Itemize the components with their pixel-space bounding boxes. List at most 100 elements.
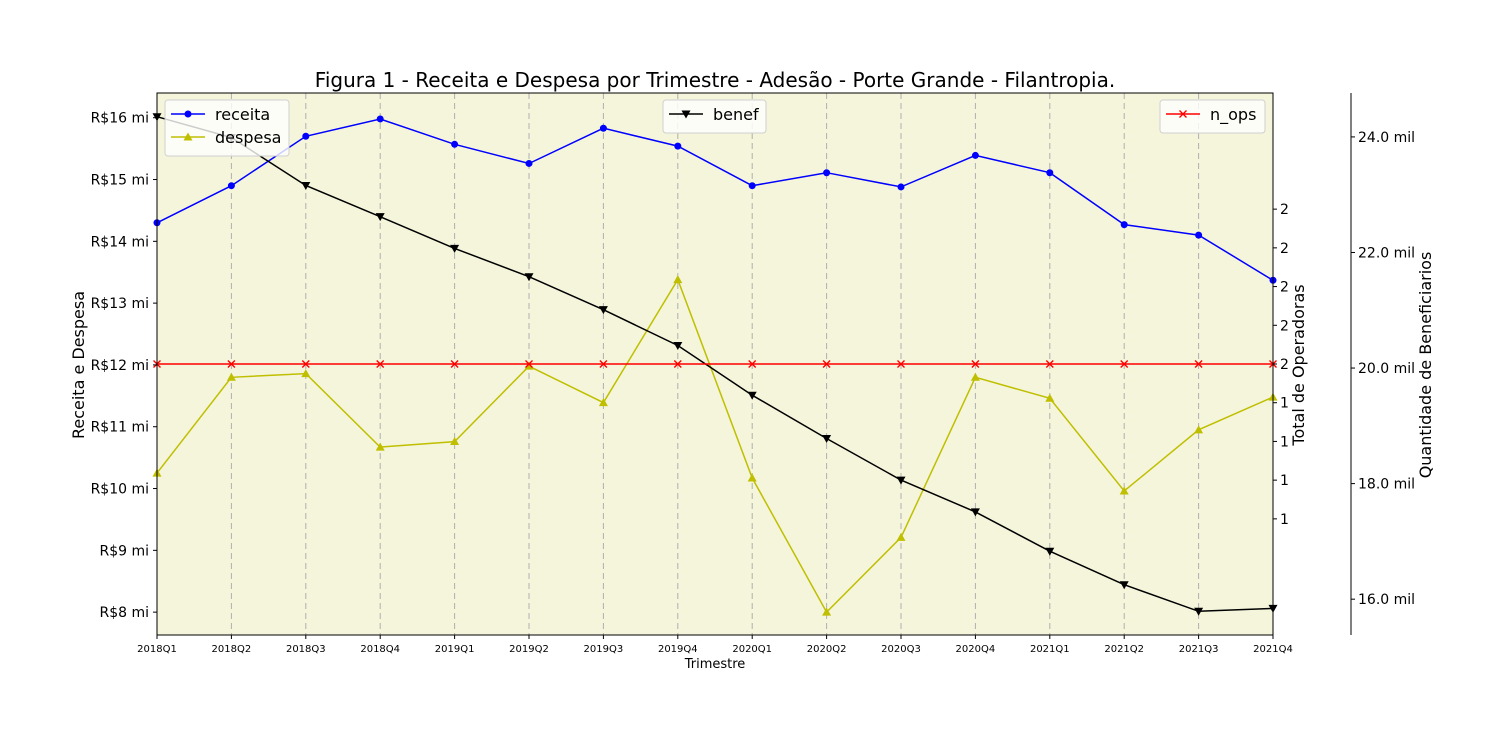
series-despesa (152, 275, 1278, 616)
x-tick-label: 2021Q3 (1179, 644, 1219, 655)
x-tick-label: 2018Q3 (286, 644, 326, 655)
x-tick-label: 2020Q4 (956, 644, 996, 655)
data-point-benef (1045, 547, 1055, 556)
ticks-layer: 2018Q1 2018Q2 2018Q3 2018Q4 2019Q1 2019Q2 2019… (91, 111, 1415, 655)
data-point-despesa (450, 437, 460, 446)
data-point-receita (897, 183, 905, 191)
right2-tick-label: 16.0 mil (1358, 592, 1415, 608)
series-line-despesa (156, 277, 1274, 614)
x-tick-label: 2018Q1 (137, 644, 177, 655)
x-tick-label: 2018Q2 (212, 644, 252, 655)
data-point-despesa (747, 473, 757, 482)
left-tick-label: R$9 mi (99, 543, 149, 559)
x-tick-label: 2021Q4 (1253, 644, 1293, 655)
data-point-despesa (524, 361, 534, 370)
x-tick-label: 2019Q3 (584, 644, 624, 655)
series-line-benef (156, 115, 1274, 613)
data-point-benef (1194, 607, 1204, 616)
x-tick-label: 2020Q3 (881, 644, 921, 655)
data-point-receita (971, 151, 979, 159)
data-point-receita (1195, 231, 1203, 239)
x-tick-label: 2019Q4 (658, 644, 698, 655)
data-point-despesa (226, 372, 236, 381)
legend-top-right: n_ops (1159, 99, 1266, 134)
series-receita (153, 115, 1277, 284)
left-tick-label: R$15 mi (91, 173, 149, 189)
legend-top-center: benef (662, 99, 767, 134)
data-point-n_ops (525, 360, 533, 368)
data-point-n_ops (748, 360, 757, 368)
data-point-despesa (896, 532, 906, 541)
legend-entry-n_ops: n_ops (1166, 105, 1256, 125)
data-point-benef (301, 181, 311, 190)
data-point-n_ops (1045, 360, 1054, 368)
data-point-receita (525, 159, 533, 167)
data-point-receita (748, 182, 756, 190)
data-point-benef (970, 508, 980, 517)
left-tick-label: R$14 mi (91, 234, 149, 250)
x-tick-label: 2021Q2 (1104, 644, 1144, 655)
x-tick-label: 2018Q4 (360, 644, 400, 655)
data-point-receita (1046, 169, 1054, 177)
left-axis-label: Receita e Despesa (69, 291, 88, 439)
data-point-benef (673, 342, 683, 351)
data-point-despesa (301, 369, 311, 378)
legend-top-left: receita despesa (164, 99, 290, 157)
data-point-n_ops (822, 360, 831, 368)
data-point-despesa (375, 442, 385, 451)
x-axis-label: Trimestre (684, 657, 746, 672)
data-point-benef (822, 435, 832, 444)
data-point-benef (747, 391, 757, 400)
x-tick-label: 2019Q2 (509, 644, 549, 655)
series-layer (152, 113, 1278, 616)
data-point-n_ops (227, 360, 236, 368)
data-point-receita (451, 140, 459, 148)
data-point-receita (302, 132, 310, 140)
left-tick-label: R$13 mi (91, 296, 149, 312)
legend-entry-benef: benef (669, 105, 759, 124)
data-point-benef (450, 244, 460, 253)
legend-label: n_ops (1210, 105, 1256, 125)
left-tick-label: R$12 mi (91, 358, 149, 374)
series-n_ops (153, 360, 1277, 368)
data-point-n_ops (673, 360, 682, 368)
data-point-receita (376, 115, 384, 123)
data-point-n_ops (301, 360, 310, 368)
legend-entry-receita: receita (171, 105, 270, 124)
right1-tick-label: 1 (1280, 512, 1289, 528)
data-point-n_ops (376, 360, 385, 368)
right2-tick-label: 18.0 mil (1358, 477, 1415, 493)
right2-axis-label: Quantidade de Beneficiarios (1416, 252, 1435, 479)
left-tick-label: R$16 mi (91, 111, 149, 127)
right2-tick-label: 24.0 mil (1358, 130, 1415, 146)
data-point-despesa (970, 372, 980, 381)
legend-label: despesa (215, 128, 281, 147)
right1-tick-label: 2 (1280, 357, 1289, 373)
right2-tick-label: 20.0 mil (1358, 361, 1415, 377)
right1-tick-label: 2 (1280, 318, 1289, 334)
data-point-benef (896, 476, 906, 485)
data-point-n_ops (599, 360, 608, 368)
data-point-receita (599, 124, 607, 132)
right1-axis-label: Total de Operadoras (1289, 284, 1308, 446)
data-point-despesa (1119, 486, 1129, 495)
data-point-receita (227, 182, 235, 190)
data-point-despesa (673, 275, 683, 284)
left-tick-label: R$10 mi (91, 482, 149, 498)
right1-tick-label: 1 (1280, 473, 1289, 489)
right1-tick-label: 1 (1280, 396, 1289, 412)
series-line-receita (156, 118, 1274, 281)
data-point-n_ops (971, 360, 980, 368)
chart-title: Figura 1 - Receita e Despesa por Trimest… (315, 68, 1115, 92)
x-tick-label: 2021Q1 (1030, 644, 1070, 655)
data-point-n_ops (1120, 360, 1129, 368)
x-tick-label: 2020Q1 (732, 644, 772, 655)
legend-entry-despesa: despesa (171, 128, 281, 147)
data-point-receita (674, 142, 682, 150)
left-tick-label: R$8 mi (99, 605, 149, 621)
right1-tick-label: 2 (1280, 280, 1289, 296)
data-point-n_ops (450, 360, 459, 368)
left-tick-label: R$11 mi (91, 420, 149, 436)
right2-tick-label: 22.0 mil (1358, 245, 1415, 261)
legend-layer: receita despesa benef n_ops (164, 99, 1266, 157)
